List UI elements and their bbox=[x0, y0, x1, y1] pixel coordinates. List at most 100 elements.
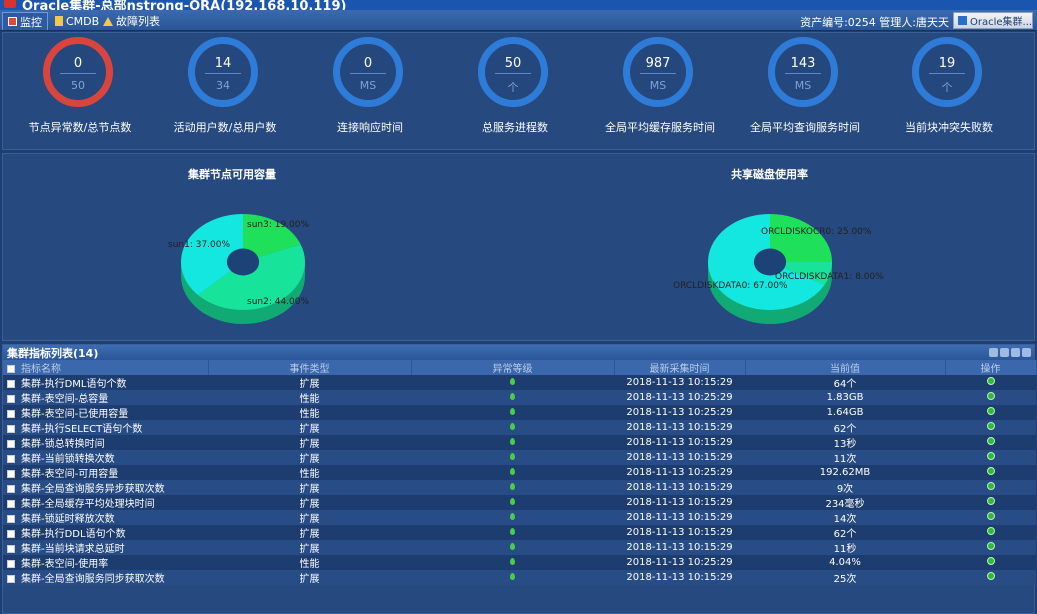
operate-icon[interactable] bbox=[986, 572, 995, 580]
operate-icon[interactable] bbox=[986, 467, 995, 475]
operate-icon[interactable] bbox=[986, 437, 995, 445]
gauge-6: 19 个当前块冲突失败数 bbox=[875, 33, 1023, 151]
cell-name: 集群-执行DML语句个数 bbox=[3, 375, 208, 390]
cmdb-icon bbox=[55, 16, 63, 26]
collapse-icon[interactable] bbox=[989, 348, 998, 357]
cell-name: 集群-表空间-可用容量 bbox=[3, 465, 208, 480]
normal-level-icon bbox=[510, 378, 515, 385]
operate-icon[interactable] bbox=[986, 512, 995, 520]
operate-icon[interactable] bbox=[986, 407, 995, 415]
table-row[interactable]: 集群-锁延时释放次数 扩展 2018-11-13 10:15:29 14次 bbox=[3, 510, 1036, 525]
pie-slice-ORCLDISKOCR0 bbox=[770, 214, 832, 262]
cell-action bbox=[945, 375, 1036, 390]
row-checkbox[interactable] bbox=[7, 455, 15, 463]
row-checkbox[interactable] bbox=[7, 395, 15, 403]
operate-icon[interactable] bbox=[986, 482, 995, 490]
cell-level bbox=[411, 450, 614, 465]
tab-monitor[interactable]: 监控 bbox=[2, 12, 48, 30]
cell-value: 13秒 bbox=[745, 435, 945, 450]
metrics-table-title: 集群指标列表(14) bbox=[7, 346, 99, 360]
table-row[interactable]: 集群-全局缓存平均处理块时间 扩展 2018-11-13 10:15:29 234毫秒 bbox=[3, 495, 1036, 510]
cell-action bbox=[945, 435, 1036, 450]
cell-action bbox=[945, 390, 1036, 405]
cell-value: 14次 bbox=[745, 510, 945, 525]
operate-icon[interactable] bbox=[986, 392, 995, 400]
gauge-label: 连接响应时间 bbox=[337, 121, 403, 134]
table-row[interactable]: 集群-全局查询服务异步获取次数 扩展 2018-11-13 10:15:29 9次 bbox=[3, 480, 1036, 495]
cell-type: 扩展 bbox=[208, 375, 411, 390]
table-row[interactable]: 集群-表空间-总容量 性能 2018-11-13 10:25:29 1.83GB bbox=[3, 390, 1036, 405]
cell-level bbox=[411, 420, 614, 435]
gauge-value: 987 bbox=[645, 56, 671, 71]
gauge-0: 0 50 节点异常数/总节点数 bbox=[6, 33, 154, 151]
metrics-table: 指标名称 事件类型 异常等级 最新采集时间 当前值 操作 集群-执行DML语句个… bbox=[3, 360, 1037, 585]
gauge-ring: 50 个 bbox=[478, 37, 548, 107]
cell-type: 性能 bbox=[208, 390, 411, 405]
column-header-time[interactable]: 最新采集时间 bbox=[614, 360, 746, 375]
normal-level-icon bbox=[510, 423, 515, 430]
cell-level bbox=[411, 375, 614, 390]
column-header-level[interactable]: 异常等级 bbox=[411, 360, 615, 375]
table-row[interactable]: 集群-当前锁转换次数 扩展 2018-11-13 10:15:29 11次 bbox=[3, 450, 1036, 465]
monitor-icon bbox=[8, 17, 17, 26]
operate-icon[interactable] bbox=[986, 422, 995, 430]
tab-cmdb[interactable]: CMDB bbox=[50, 12, 104, 30]
column-header-value[interactable]: 当前值 bbox=[745, 360, 946, 375]
cell-value: 234毫秒 bbox=[745, 495, 945, 510]
operate-icon[interactable] bbox=[986, 557, 995, 565]
cell-type: 扩展 bbox=[208, 420, 411, 435]
operate-icon[interactable] bbox=[986, 527, 995, 535]
cell-name: 集群-全局缓存平均处理块时间 bbox=[3, 495, 208, 510]
row-checkbox[interactable] bbox=[7, 545, 15, 553]
normal-level-icon bbox=[510, 543, 515, 550]
row-checkbox[interactable] bbox=[7, 380, 15, 388]
cell-name: 集群-当前锁转换次数 bbox=[3, 450, 208, 465]
table-row[interactable]: 集群-表空间-使用率 性能 2018-11-13 10:25:29 4.04% bbox=[3, 555, 1036, 570]
settings-icon[interactable] bbox=[1011, 348, 1020, 357]
row-checkbox[interactable] bbox=[7, 425, 15, 433]
cell-action bbox=[945, 570, 1036, 585]
table-row[interactable]: 集群-执行SELECT语句个数 扩展 2018-11-13 10:15:29 62个 bbox=[3, 420, 1036, 435]
row-checkbox[interactable] bbox=[7, 410, 15, 418]
column-header-type[interactable]: 事件类型 bbox=[208, 360, 412, 375]
table-row[interactable]: 集群-表空间-可用容量 性能 2018-11-13 10:25:29 192.62MB bbox=[3, 465, 1036, 480]
cell-level bbox=[411, 435, 614, 450]
cell-value: 4.04% bbox=[745, 555, 945, 570]
window-titlebar: Oracle集群-总部nstrong-ORA(192.168.10.119) bbox=[0, 0, 1037, 10]
table-row[interactable]: 集群-全局查询服务同步获取次数 扩展 2018-11-13 10:15:29 25次 bbox=[3, 570, 1036, 585]
table-row[interactable]: 集群-执行DML语句个数 扩展 2018-11-13 10:15:29 64个 bbox=[3, 375, 1036, 390]
cell-level bbox=[411, 390, 614, 405]
row-checkbox[interactable] bbox=[7, 440, 15, 448]
row-checkbox[interactable] bbox=[7, 560, 15, 568]
system-switch-button[interactable]: Oracle集群... bbox=[953, 12, 1033, 29]
cell-value: 9次 bbox=[745, 480, 945, 495]
column-header-name[interactable]: 指标名称 bbox=[3, 360, 209, 375]
row-checkbox[interactable] bbox=[7, 530, 15, 538]
gauge-ring: 143 MS bbox=[768, 37, 838, 107]
cell-action bbox=[945, 450, 1036, 465]
refresh-icon[interactable] bbox=[1022, 348, 1031, 357]
gauge-label: 当前块冲突失败数 bbox=[905, 121, 993, 134]
gauge-3: 50 个总服务进程数 bbox=[441, 33, 589, 151]
cell-time: 2018-11-13 10:25:29 bbox=[614, 390, 745, 405]
cell-action bbox=[945, 525, 1036, 540]
maximize-icon[interactable] bbox=[1000, 348, 1009, 357]
row-checkbox[interactable] bbox=[7, 515, 15, 523]
table-row[interactable]: 集群-表空间-已使用容量 性能 2018-11-13 10:25:29 1.64GB bbox=[3, 405, 1036, 420]
operate-icon[interactable] bbox=[986, 452, 995, 460]
asset-info: 资产编号:0254 管理人:唐天天 bbox=[800, 16, 949, 29]
row-checkbox[interactable] bbox=[7, 485, 15, 493]
table-row[interactable]: 集群-当前块请求总延时 扩展 2018-11-13 10:15:29 11秒 bbox=[3, 540, 1036, 555]
operate-icon[interactable] bbox=[986, 377, 995, 385]
row-checkbox[interactable] bbox=[7, 500, 15, 508]
table-row[interactable]: 集群-执行DDL语句个数 扩展 2018-11-13 10:15:29 62个 bbox=[3, 525, 1036, 540]
select-all-checkbox[interactable] bbox=[7, 365, 15, 373]
operate-icon[interactable] bbox=[986, 542, 995, 550]
tab-fault-list[interactable]: 故障列表 bbox=[98, 12, 165, 30]
cell-level bbox=[411, 510, 614, 525]
cell-name: 集群-全局查询服务异步获取次数 bbox=[3, 480, 208, 495]
operate-icon[interactable] bbox=[986, 497, 995, 505]
row-checkbox[interactable] bbox=[7, 575, 15, 583]
row-checkbox[interactable] bbox=[7, 470, 15, 478]
table-row[interactable]: 集群-锁总转换时间 扩展 2018-11-13 10:15:29 13秒 bbox=[3, 435, 1036, 450]
